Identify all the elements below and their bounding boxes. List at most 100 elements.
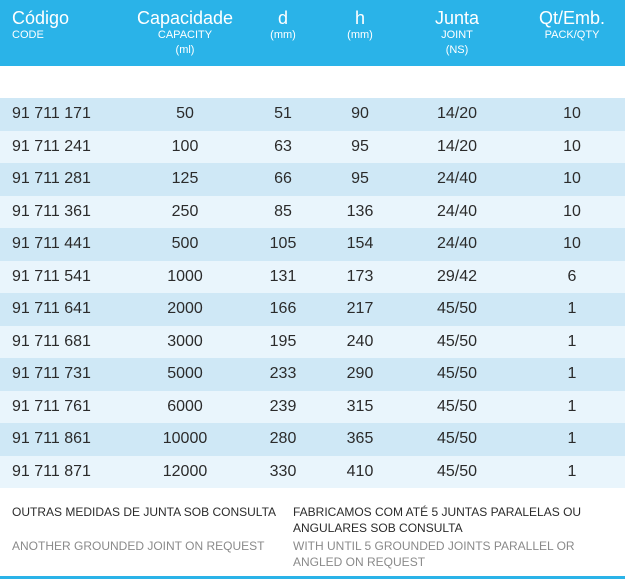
cell-joint: 45/50	[436, 397, 478, 415]
cell-diameter: 239	[269, 397, 297, 415]
footer-note-en-right-1: WITH UNTIL 5 GROUNDED JOINTS PARALLEL OR	[293, 539, 575, 553]
cell-joint: 45/50	[436, 365, 478, 382]
cell-height: 136	[346, 202, 374, 220]
table-row: 91 711 281 125 66 95 24/40 10	[0, 163, 625, 196]
cell-height: 173	[346, 267, 374, 285]
cell-diameter: 66	[274, 170, 292, 187]
cell-height: 95	[351, 170, 369, 187]
table-body: 91 711 171 50 51 90 14/20 10 91 711 241 100 63 95…	[0, 98, 625, 488]
table-row: 91 711 871 12000 330 410 45/50 1	[0, 455, 625, 488]
cell-capacity: 3000	[167, 332, 203, 350]
table-row: 91 711 641 2000 166 217 45/50 1	[0, 293, 625, 326]
cell-joint: 45/50	[436, 430, 478, 447]
cell-code: 91 711 241	[12, 137, 91, 155]
cell-diameter: 330	[269, 462, 297, 480]
cell-pack-qty: 1	[567, 462, 577, 480]
cell-pack-qty: 1	[567, 300, 577, 317]
cell-diameter: 51	[274, 105, 292, 122]
cell-pack-qty: 6	[567, 267, 577, 285]
cell-capacity: 100	[171, 137, 199, 155]
footer-note-en-right-2: ANGLED ON REQUEST	[293, 555, 426, 569]
cell-diameter: 85	[274, 202, 292, 220]
header-spacer	[0, 66, 625, 98]
cell-code: 91 711 641	[12, 300, 91, 317]
cell-capacity: 12000	[162, 462, 208, 480]
cell-pack-qty: 1	[567, 365, 577, 382]
table-row: 91 711 681 3000 195 240 45/50 1	[0, 325, 625, 358]
cell-joint: 29/42	[436, 267, 478, 285]
header-diameter: d (mm)	[270, 8, 296, 41]
bottom-rule	[0, 576, 625, 579]
cell-height: 290	[346, 365, 374, 382]
footer-note-pt-right-1: FABRICAMOS COM ATÉ 5 JUNTAS PARALELAS OU	[293, 505, 582, 519]
header-code: Código CODE	[12, 8, 70, 41]
cell-capacity: 2000	[167, 300, 203, 317]
cell-joint: 45/50	[436, 332, 478, 350]
cell-diameter: 195	[269, 332, 297, 350]
cell-joint: 14/20	[436, 105, 478, 122]
cell-code: 91 711 441	[12, 235, 91, 252]
cell-diameter: 105	[269, 235, 297, 252]
cell-code: 91 711 861	[12, 430, 91, 447]
cell-joint: 45/50	[436, 300, 478, 317]
cell-capacity: 50	[176, 105, 194, 122]
cell-capacity: 125	[171, 170, 199, 187]
header-joint: Junta JOINT (NS)	[434, 8, 480, 56]
cell-code: 91 711 761	[12, 397, 91, 415]
cell-pack-qty: 1	[567, 332, 577, 350]
cell-code: 91 711 871	[12, 462, 91, 480]
footer-note-pt-right-2: ANGULARES SOB CONSULTA	[293, 521, 463, 535]
cell-height: 217	[346, 300, 374, 317]
cell-height: 365	[346, 430, 374, 447]
cell-height: 154	[346, 235, 374, 252]
table-row: 91 711 861 10000 280 365 45/50 1	[0, 423, 625, 456]
header-pack-qty: Qt/Emb. PACK/QTY	[538, 8, 605, 41]
cell-pack-qty: 1	[567, 397, 577, 415]
cell-joint: 45/50	[436, 462, 478, 480]
cell-capacity: 500	[171, 235, 199, 252]
cell-capacity: 5000	[167, 365, 203, 382]
cell-pack-qty: 10	[563, 235, 581, 252]
table-row: 91 711 241 100 63 95 14/20 10	[0, 130, 625, 163]
cell-diameter: 233	[269, 365, 297, 382]
cell-pack-qty: 10	[563, 170, 581, 187]
cell-joint: 24/40	[436, 235, 478, 252]
cell-capacity: 250	[171, 202, 199, 220]
cell-diameter: 166	[269, 300, 297, 317]
cell-height: 95	[351, 137, 369, 155]
cell-capacity: 6000	[167, 397, 203, 415]
cell-pack-qty: 10	[563, 202, 581, 220]
cell-capacity: 1000	[167, 267, 203, 285]
table-header: Código CODE Capacidade CAPACITY (ml) d (…	[0, 0, 625, 66]
cell-code: 91 711 361	[12, 202, 91, 220]
cell-code: 91 711 281	[12, 170, 91, 187]
cell-pack-qty: 10	[563, 137, 581, 155]
table-row: 91 711 441 500 105 154 24/40 10	[0, 228, 625, 261]
footer-note-en-left: ANOTHER GROUNDED JOINT ON REQUEST	[12, 539, 265, 553]
cell-height: 240	[346, 332, 374, 350]
cell-height: 90	[351, 105, 369, 122]
table-row: 91 711 361 250 85 136 24/40 10	[0, 195, 625, 228]
footer-note-pt-left: OUTRAS MEDIDAS DE JUNTA SOB CONSULTA	[12, 505, 277, 519]
table-row: 91 711 761 6000 239 315 45/50 1	[0, 390, 625, 423]
table-row: 91 711 541 1000 131 173 29/42 6	[0, 260, 625, 293]
cell-code: 91 711 681	[12, 332, 91, 350]
cell-pack-qty: 10	[563, 105, 581, 122]
cell-pack-qty: 1	[567, 430, 577, 447]
cell-height: 315	[346, 397, 374, 415]
header-height: h (mm)	[347, 8, 373, 41]
cell-height: 410	[346, 462, 374, 480]
cell-joint: 14/20	[436, 137, 478, 155]
cell-joint: 24/40	[436, 170, 478, 187]
cell-joint: 24/40	[436, 202, 478, 220]
cell-diameter: 131	[269, 267, 297, 285]
cell-diameter: 63	[274, 137, 292, 155]
cell-code: 91 711 171	[12, 105, 91, 122]
header-capacity: Capacidade CAPACITY (ml)	[136, 8, 234, 56]
cell-diameter: 280	[269, 430, 297, 447]
cell-capacity: 10000	[162, 430, 208, 447]
cell-code: 91 711 541	[12, 267, 91, 285]
footer-notes: OUTRAS MEDIDAS DE JUNTA SOB CONSULTA ANO…	[0, 495, 625, 575]
table-row: 91 711 731 5000 233 290 45/50 1	[0, 358, 625, 391]
cell-code: 91 711 731	[12, 365, 91, 382]
